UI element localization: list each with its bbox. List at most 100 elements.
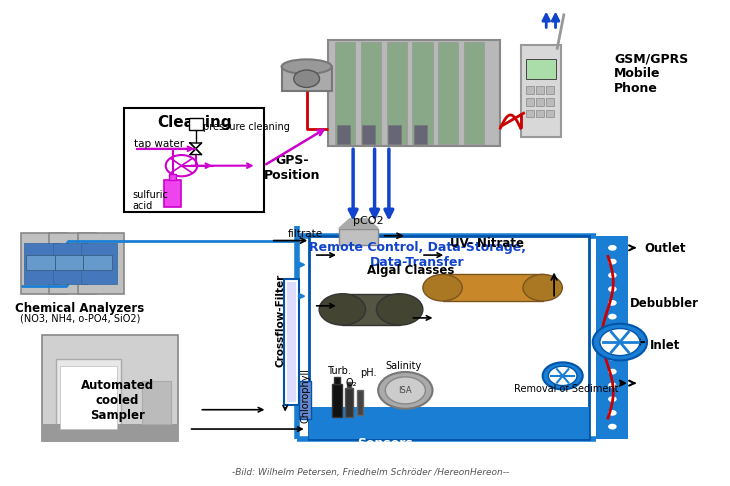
Circle shape <box>608 245 617 251</box>
Circle shape <box>423 275 462 301</box>
Circle shape <box>385 377 426 404</box>
Text: tap water: tap water <box>134 139 184 149</box>
Circle shape <box>608 328 617 333</box>
FancyBboxPatch shape <box>414 124 427 144</box>
FancyBboxPatch shape <box>56 359 120 432</box>
Text: pH.: pH. <box>361 368 377 378</box>
FancyBboxPatch shape <box>284 279 299 405</box>
Text: Remote Control, Data-Storage,
Data-Transfer: Remote Control, Data-Storage, Data-Trans… <box>309 241 526 269</box>
FancyBboxPatch shape <box>334 377 339 384</box>
FancyBboxPatch shape <box>49 233 96 294</box>
FancyBboxPatch shape <box>83 255 112 270</box>
Circle shape <box>608 424 617 430</box>
FancyBboxPatch shape <box>124 108 264 211</box>
Text: Turb.: Turb. <box>327 366 350 376</box>
FancyBboxPatch shape <box>345 388 353 417</box>
Text: Sensors: Sensors <box>358 437 413 450</box>
FancyBboxPatch shape <box>339 228 378 245</box>
FancyBboxPatch shape <box>438 42 458 144</box>
FancyBboxPatch shape <box>596 236 629 439</box>
Circle shape <box>593 324 647 361</box>
FancyBboxPatch shape <box>26 255 55 270</box>
Circle shape <box>600 329 640 356</box>
FancyBboxPatch shape <box>288 282 296 402</box>
Text: Crossflow-Filter: Crossflow-Filter <box>276 274 286 367</box>
Circle shape <box>548 366 577 385</box>
FancyBboxPatch shape <box>537 98 544 106</box>
FancyBboxPatch shape <box>442 275 542 301</box>
FancyBboxPatch shape <box>537 110 544 117</box>
Circle shape <box>608 286 617 292</box>
FancyBboxPatch shape <box>337 124 350 144</box>
FancyBboxPatch shape <box>526 87 534 94</box>
FancyBboxPatch shape <box>81 243 117 284</box>
Circle shape <box>608 369 617 375</box>
Circle shape <box>608 300 617 306</box>
Circle shape <box>608 313 617 319</box>
Text: sulfuric
acid: sulfuric acid <box>133 190 169 211</box>
Ellipse shape <box>282 59 331 74</box>
Text: Chemical Analyzers: Chemical Analyzers <box>15 302 145 315</box>
FancyBboxPatch shape <box>412 42 432 144</box>
Text: UV- Nitrate: UV- Nitrate <box>450 237 523 250</box>
FancyBboxPatch shape <box>24 243 60 284</box>
FancyBboxPatch shape <box>347 382 351 388</box>
FancyBboxPatch shape <box>42 424 178 441</box>
FancyBboxPatch shape <box>164 180 182 207</box>
Circle shape <box>608 410 617 416</box>
FancyBboxPatch shape <box>546 87 554 94</box>
FancyBboxPatch shape <box>537 87 544 94</box>
Circle shape <box>608 341 617 347</box>
Circle shape <box>377 294 423 325</box>
FancyBboxPatch shape <box>546 98 554 106</box>
FancyBboxPatch shape <box>299 381 311 419</box>
Circle shape <box>542 363 583 389</box>
FancyBboxPatch shape <box>142 381 171 424</box>
Text: GPS-
Position: GPS- Position <box>264 154 320 182</box>
Circle shape <box>166 155 197 176</box>
Circle shape <box>608 396 617 402</box>
FancyBboxPatch shape <box>388 124 401 144</box>
FancyBboxPatch shape <box>20 233 67 294</box>
Text: pCO2: pCO2 <box>353 216 384 226</box>
Text: O₂: O₂ <box>346 378 358 388</box>
FancyBboxPatch shape <box>464 42 484 144</box>
Text: filtrate: filtrate <box>288 229 323 239</box>
Text: GSM/GPRS
Mobile
Phone: GSM/GPRS Mobile Phone <box>614 52 688 95</box>
FancyBboxPatch shape <box>53 243 88 284</box>
FancyBboxPatch shape <box>362 124 375 144</box>
Text: Automated
cooled
Sampler: Automated cooled Sampler <box>80 379 154 421</box>
FancyBboxPatch shape <box>521 45 561 137</box>
Circle shape <box>608 259 617 264</box>
FancyBboxPatch shape <box>357 390 363 415</box>
Text: -Bild: Wilhelm Petersen, Friedhelm Schröder /HereonHereon--: -Bild: Wilhelm Petersen, Friedhelm Schrö… <box>232 469 510 477</box>
FancyBboxPatch shape <box>60 366 117 429</box>
FancyBboxPatch shape <box>188 118 203 130</box>
FancyBboxPatch shape <box>309 407 589 439</box>
Circle shape <box>293 70 320 87</box>
FancyBboxPatch shape <box>328 40 500 146</box>
FancyBboxPatch shape <box>361 42 381 144</box>
FancyBboxPatch shape <box>526 98 534 106</box>
Text: pressure cleaning: pressure cleaning <box>203 122 290 132</box>
FancyBboxPatch shape <box>342 294 399 325</box>
FancyBboxPatch shape <box>42 335 178 441</box>
Polygon shape <box>339 219 378 228</box>
FancyBboxPatch shape <box>335 42 356 144</box>
FancyBboxPatch shape <box>55 255 83 270</box>
Circle shape <box>608 273 617 278</box>
FancyBboxPatch shape <box>546 110 554 117</box>
Text: Debubbler: Debubbler <box>630 297 699 310</box>
Text: ISA: ISA <box>399 386 412 395</box>
Text: (NO3, NH4, o-PO4, SiO2): (NO3, NH4, o-PO4, SiO2) <box>20 313 140 323</box>
FancyBboxPatch shape <box>526 110 534 117</box>
Text: Cleaning: Cleaning <box>157 115 231 130</box>
FancyBboxPatch shape <box>526 59 556 79</box>
Text: Removal of Sediment: Removal of Sediment <box>514 384 618 394</box>
Text: Inlet: Inlet <box>650 339 680 352</box>
Circle shape <box>378 372 432 409</box>
Text: Algal Classes: Algal Classes <box>367 264 455 277</box>
FancyBboxPatch shape <box>331 384 342 417</box>
Circle shape <box>608 355 617 361</box>
Circle shape <box>608 382 617 388</box>
